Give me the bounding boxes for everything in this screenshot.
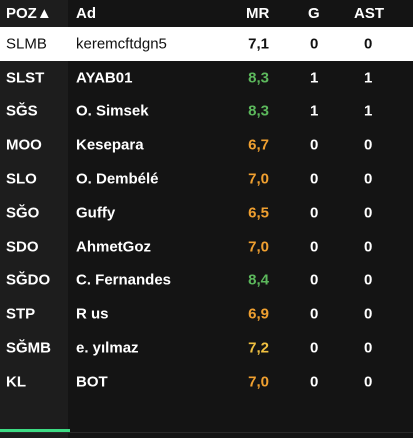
player-row[interactable]: SLO O. Dembélé 7,0 0 0 — [0, 162, 413, 196]
player-position: SĞMB — [6, 339, 51, 357]
player-assists: 0 — [364, 136, 373, 154]
player-position: SĞO — [6, 204, 40, 222]
player-goals: 0 — [310, 238, 319, 256]
player-row[interactable]: SLST AYAB01 8,3 1 1 — [0, 61, 413, 95]
player-match-rating: 7,0 — [248, 373, 269, 391]
player-match-rating: 7,1 — [248, 35, 269, 53]
player-row[interactable]: SĞS O. Simsek 8,3 1 1 — [0, 95, 413, 129]
player-assists: 0 — [364, 238, 373, 256]
player-assists: 0 — [364, 204, 373, 222]
player-name: O. Dembélé — [76, 170, 159, 188]
player-name: C. Fernandes — [76, 271, 172, 289]
player-match-rating: 8,3 — [248, 102, 269, 120]
header-assists[interactable]: AST — [354, 5, 384, 22]
player-position: MOO — [6, 136, 42, 154]
player-position: STP — [6, 305, 36, 323]
player-name: keremcftdgn5 — [76, 35, 167, 53]
player-name: e. yılmaz — [76, 339, 139, 357]
player-row[interactable]: SĞMB e. yılmaz 7,2 0 0 — [0, 331, 413, 365]
player-goals: 0 — [310, 339, 319, 357]
player-position: SDO — [6, 238, 39, 256]
player-row[interactable]: MOO Kesepara 6,7 0 0 — [0, 128, 413, 162]
player-name: Kesepara — [76, 136, 144, 154]
player-name: R us — [76, 305, 109, 323]
player-goals: 1 — [310, 102, 319, 120]
header-name[interactable]: Ad — [76, 5, 96, 22]
player-match-rating: 7,2 — [248, 339, 269, 357]
player-goals: 1 — [310, 69, 319, 87]
player-row[interactable]: SDO AhmetGoz 7,0 0 0 — [0, 230, 413, 264]
player-assists: 0 — [364, 305, 373, 323]
player-match-rating: 7,0 — [248, 238, 269, 256]
header-position[interactable]: POZ▲ — [6, 5, 52, 22]
player-position: SLO — [6, 170, 37, 188]
header-goals[interactable]: G — [308, 5, 320, 22]
table-header: POZ▲ Ad MR G AST — [0, 0, 413, 26]
player-goals: 0 — [310, 373, 319, 391]
player-name: Guffy — [76, 204, 116, 222]
player-match-rating: 8,3 — [248, 69, 269, 87]
player-name: AYAB01 — [76, 69, 133, 87]
player-assists: 0 — [364, 35, 373, 53]
player-goals: 0 — [310, 35, 319, 53]
bottom-divider — [0, 432, 413, 433]
player-match-rating: 6,9 — [248, 305, 269, 323]
player-goals: 0 — [310, 271, 319, 289]
player-match-rating: 6,7 — [248, 136, 269, 154]
player-match-rating: 8,4 — [248, 271, 269, 289]
player-name: BOT — [76, 373, 108, 391]
header-match-rating[interactable]: MR — [246, 5, 270, 22]
player-position: SLST — [6, 69, 45, 87]
player-goals: 0 — [310, 204, 319, 222]
player-row[interactable]: SĞDO C. Fernandes 8,4 0 0 — [0, 264, 413, 298]
player-row[interactable]: SLMB keremcftdgn5 7,1 0 0 — [0, 27, 413, 61]
player-assists: 0 — [364, 373, 373, 391]
player-row[interactable]: SĞO Guffy 6,5 0 0 — [0, 196, 413, 230]
player-rows: SLMB keremcftdgn5 7,1 0 0 SLST AYAB01 8,3 1 1 SĞS O… — [0, 27, 413, 399]
player-assists: 1 — [364, 102, 373, 120]
position-column-background — [0, 0, 68, 438]
player-row[interactable]: STP R us 6,9 0 0 — [0, 297, 413, 331]
player-goals: 0 — [310, 305, 319, 323]
player-name: AhmetGoz — [76, 238, 151, 256]
player-match-rating: 7,0 — [248, 170, 269, 188]
player-position: SĞDO — [6, 271, 51, 289]
player-position: SĞS — [6, 102, 38, 120]
player-assists: 1 — [364, 69, 373, 87]
player-goals: 0 — [310, 170, 319, 188]
player-assists: 0 — [364, 170, 373, 188]
player-row[interactable]: KL BOT 7,0 0 0 — [0, 365, 413, 399]
player-name: O. Simsek — [76, 102, 149, 120]
active-tab-indicator — [0, 429, 70, 432]
player-goals: 0 — [310, 136, 319, 154]
player-assists: 0 — [364, 271, 373, 289]
player-match-rating: 6,5 — [248, 204, 269, 222]
player-position: SLMB — [6, 35, 47, 53]
player-assists: 0 — [364, 339, 373, 357]
player-position: KL — [6, 373, 26, 391]
